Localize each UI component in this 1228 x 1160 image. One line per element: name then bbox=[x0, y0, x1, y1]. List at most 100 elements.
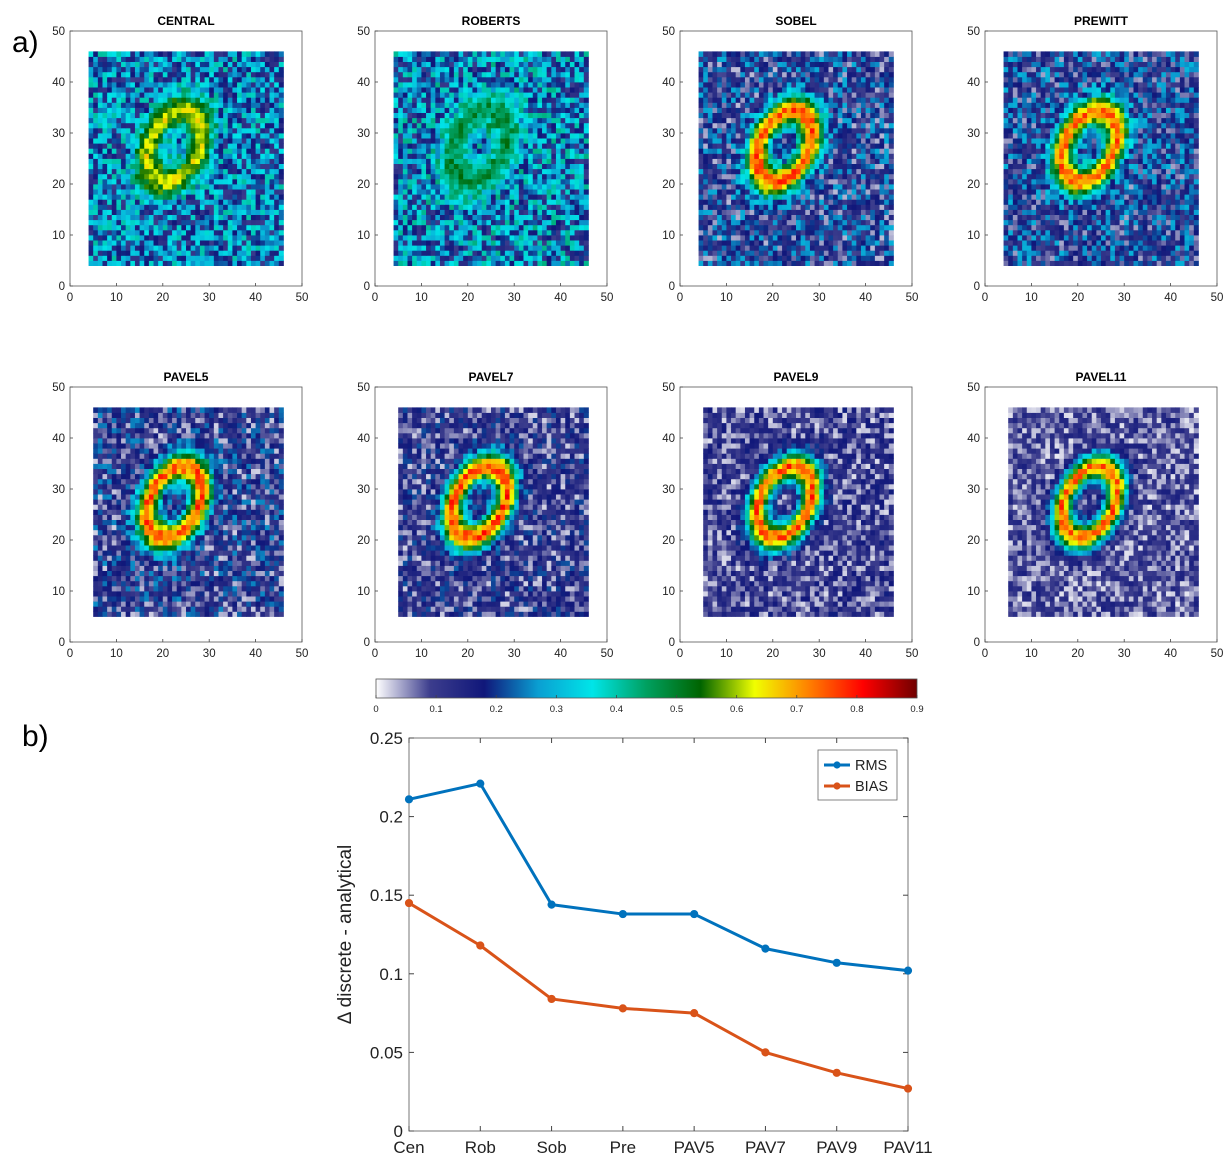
heatmap-cell bbox=[241, 184, 247, 190]
heatmap-cell bbox=[777, 148, 783, 154]
heatmap-cell bbox=[884, 194, 890, 200]
heatmap-cell bbox=[412, 133, 418, 139]
heatmap-cell bbox=[398, 133, 404, 139]
heatmap-cell bbox=[777, 199, 783, 205]
heatmap-cell bbox=[260, 189, 266, 195]
heatmap-cell bbox=[565, 189, 571, 195]
heatmap-cell bbox=[870, 184, 876, 190]
heatmap-cell bbox=[726, 107, 732, 113]
heatmap-cell bbox=[97, 184, 103, 190]
heatmap-cell bbox=[416, 240, 422, 246]
heatmap-cell bbox=[758, 214, 764, 221]
heatmap-cell bbox=[181, 240, 187, 246]
heatmap-cell bbox=[162, 204, 168, 210]
heatmap-cell bbox=[542, 153, 548, 159]
heatmap-cell bbox=[791, 112, 797, 119]
heatmap-cell bbox=[481, 87, 487, 93]
heatmap-cell bbox=[777, 235, 783, 241]
heatmap-cell bbox=[814, 173, 820, 180]
heatmap-cell bbox=[158, 229, 164, 236]
heatmap-cell bbox=[796, 143, 802, 149]
heatmap-cell bbox=[518, 235, 524, 241]
heatmap-cell bbox=[707, 127, 713, 134]
heatmap-cell bbox=[421, 235, 427, 241]
heatmap-cell bbox=[269, 107, 275, 113]
heatmap-cell bbox=[828, 153, 834, 159]
heatmap-cell bbox=[500, 194, 506, 200]
heatmap-cell bbox=[805, 245, 811, 251]
heatmap-cell bbox=[740, 133, 746, 139]
heatmap-cell bbox=[153, 158, 159, 164]
heatmap-cell bbox=[837, 250, 843, 256]
heatmap-cell bbox=[842, 245, 848, 251]
heatmap-cell bbox=[209, 92, 215, 98]
heatmap-cell bbox=[819, 245, 825, 251]
heatmap-cell bbox=[223, 173, 229, 180]
heatmap-cell bbox=[828, 219, 834, 226]
heatmap-cell bbox=[763, 209, 769, 215]
heatmap-cell bbox=[504, 133, 510, 139]
heatmap-cell bbox=[463, 112, 469, 119]
heatmap-cell bbox=[772, 255, 778, 261]
heatmap-cell bbox=[833, 122, 839, 129]
heatmap-cell bbox=[449, 184, 455, 190]
heatmap-cell bbox=[823, 240, 829, 246]
heatmap-cell bbox=[134, 214, 140, 221]
heatmap-cell bbox=[717, 117, 723, 124]
heatmap-cell bbox=[809, 112, 815, 119]
heatmap-cell bbox=[786, 102, 792, 108]
heatmap-cell bbox=[754, 143, 760, 149]
heatmap-cell bbox=[486, 168, 492, 175]
heatmap-cell bbox=[107, 102, 113, 108]
heatmap-cell bbox=[421, 122, 427, 129]
heatmap-cell bbox=[537, 204, 543, 210]
heatmap-cell bbox=[421, 224, 427, 231]
heatmap-cell bbox=[153, 224, 159, 231]
heatmap-cell bbox=[763, 163, 769, 170]
heatmap-cell bbox=[731, 92, 737, 98]
x-tick-label: 30 bbox=[508, 292, 521, 304]
heatmap-cell bbox=[523, 209, 529, 215]
heatmap-cell bbox=[532, 51, 538, 57]
heatmap-cell bbox=[190, 143, 196, 149]
heatmap-cell bbox=[555, 250, 561, 256]
heatmap-cell bbox=[269, 102, 275, 108]
heatmap-cell bbox=[884, 138, 890, 144]
heatmap-cell bbox=[412, 204, 418, 210]
heatmap-cell bbox=[814, 235, 820, 241]
heatmap-cell bbox=[874, 214, 880, 221]
heatmap-cell bbox=[560, 92, 566, 98]
heatmap-cell bbox=[805, 138, 811, 144]
heatmap-cell bbox=[121, 76, 127, 83]
heatmap-cell bbox=[237, 219, 243, 226]
heatmap-cell bbox=[856, 112, 862, 119]
heatmap-cell bbox=[223, 107, 229, 113]
heatmap-cell bbox=[726, 178, 732, 185]
heatmap-cell bbox=[172, 255, 178, 261]
heatmap-cell bbox=[97, 148, 103, 154]
heatmap-cell bbox=[491, 168, 497, 175]
heatmap-cell bbox=[393, 219, 399, 226]
heatmap-cell bbox=[555, 87, 561, 93]
heatmap-cell bbox=[209, 204, 215, 210]
heatmap-cell bbox=[472, 163, 478, 170]
heatmap-cell bbox=[763, 194, 769, 200]
heatmap-cell bbox=[213, 178, 219, 185]
heatmap-cell bbox=[791, 250, 797, 256]
heatmap-cell bbox=[213, 240, 219, 246]
heatmap-cell bbox=[255, 148, 261, 154]
heatmap-cell bbox=[186, 209, 192, 215]
heatmap-cell bbox=[721, 122, 727, 129]
heatmap-cell bbox=[407, 127, 413, 134]
heatmap-cell bbox=[532, 82, 538, 88]
heatmap-cell bbox=[195, 235, 201, 241]
heatmap-cell bbox=[223, 219, 229, 226]
heatmap-cell bbox=[749, 143, 755, 149]
heatmap-cell bbox=[574, 240, 580, 246]
heatmap-cell bbox=[176, 127, 182, 134]
heatmap-cell bbox=[583, 66, 589, 73]
heatmap-cell bbox=[237, 122, 243, 129]
heatmap-cell bbox=[740, 173, 746, 180]
heatmap-cell bbox=[772, 168, 778, 175]
heatmap-cell bbox=[828, 112, 834, 119]
